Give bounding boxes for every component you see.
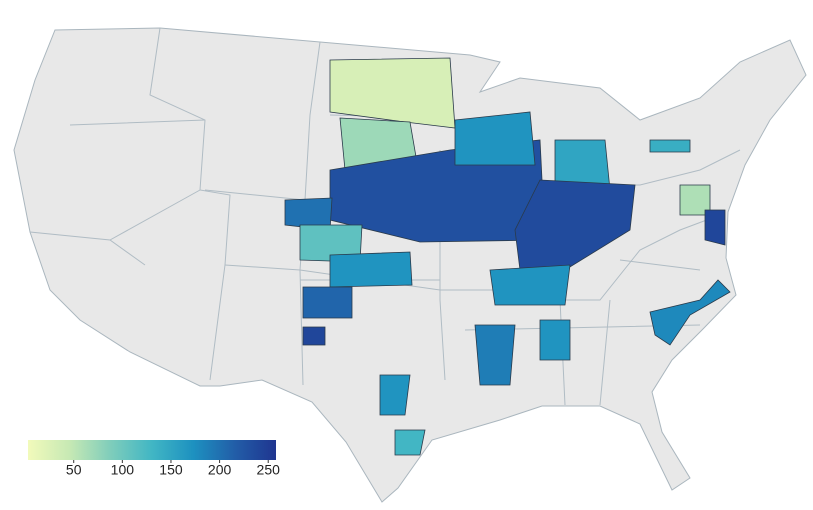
colorbar-tick-label: 200 (208, 462, 232, 478)
colorbar-tick-label: 250 (257, 462, 281, 478)
regions (284, 57, 731, 456)
colorbar-tick-label: 150 (159, 462, 183, 478)
colorbar-tick-label: 100 (111, 462, 135, 478)
colorbar-tick-label: 50 (66, 462, 82, 478)
colorbar (28, 440, 276, 460)
